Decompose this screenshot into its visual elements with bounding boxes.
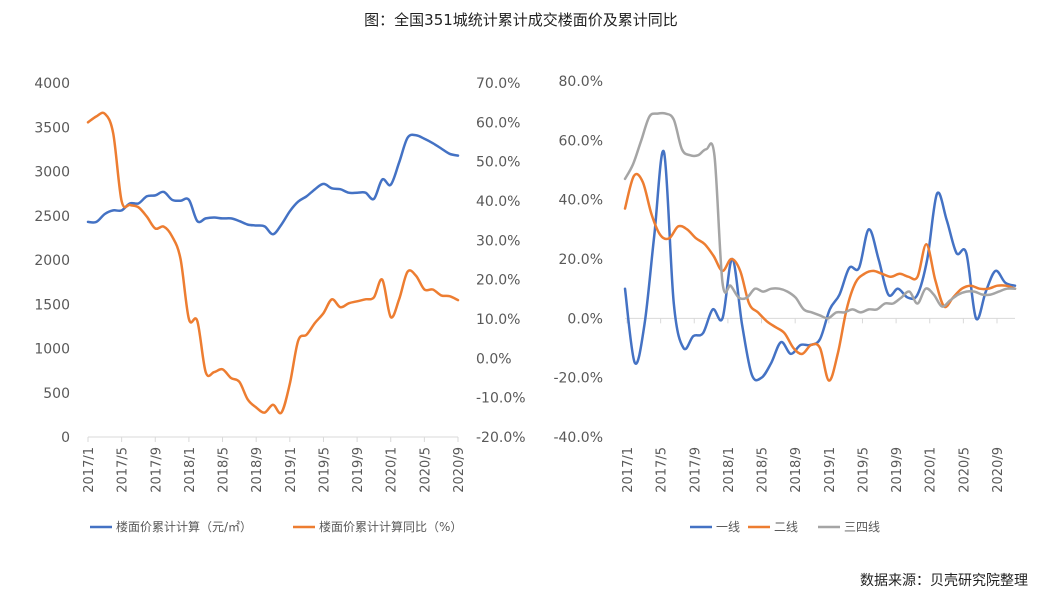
x-tick-label: 2018/9 xyxy=(250,447,265,493)
y-left-tick-label: 2000 xyxy=(34,253,70,269)
x-tick-label: 2018/1 xyxy=(722,447,737,493)
x-tick-label: 2018/5 xyxy=(756,447,771,493)
figure-title: 图：全国351城统计累计成交楼面价及累计同比 xyxy=(364,11,678,29)
source-note: 数据来源：贝壳研究院整理 xyxy=(860,573,1028,589)
y-right-tick-label: 70.0% xyxy=(476,76,520,92)
x-tick-label: 2020/9 xyxy=(991,447,1006,493)
x-tick-label: 2020/5 xyxy=(418,447,433,493)
x-tick-label: 2017/5 xyxy=(655,447,670,493)
x-tick-label: 2019/9 xyxy=(351,447,366,493)
x-tick-label: 2017/5 xyxy=(116,447,131,493)
x-tick-label: 2019/1 xyxy=(284,447,299,493)
legend-label: 二线 xyxy=(774,520,798,534)
series-line-tier34 xyxy=(623,111,1017,320)
y-left-tick-label: 1000 xyxy=(34,342,70,358)
y-right-tick-label: -10.0% xyxy=(476,391,526,407)
x-tick-label: 2018/5 xyxy=(217,447,232,493)
series-line-price xyxy=(86,133,460,236)
series-line-yoy xyxy=(86,111,460,415)
legend-label: 三四线 xyxy=(844,520,880,534)
y-right-tick-label: 40.0% xyxy=(476,194,520,210)
legend-label: 一线 xyxy=(716,520,740,534)
y-tick-label: -20.0% xyxy=(553,371,603,387)
y-right-tick-label: 20.0% xyxy=(476,273,520,289)
y-left-tick-label: 500 xyxy=(43,386,70,402)
y-tick-label: -40.0% xyxy=(553,430,603,446)
x-tick-label: 2017/1 xyxy=(82,447,97,493)
y-left-tick-label: 3500 xyxy=(34,120,70,136)
x-tick-label: 2019/9 xyxy=(890,447,905,493)
y-right-tick-label: 50.0% xyxy=(476,155,520,171)
y-tick-label: 60.0% xyxy=(559,133,603,149)
legend-label: 楼面价累计计算同比（%） xyxy=(319,519,462,534)
x-tick-label: 2018/1 xyxy=(183,447,198,493)
y-tick-label: 80.0% xyxy=(559,74,603,90)
y-left-tick-label: 2500 xyxy=(34,209,70,225)
x-tick-label: 2019/5 xyxy=(856,447,871,493)
y-right-tick-label: -20.0% xyxy=(476,430,526,446)
y-right-tick-label: 10.0% xyxy=(476,312,520,328)
y-left-tick-label: 0 xyxy=(61,430,70,446)
x-tick-label: 2020/9 xyxy=(452,447,467,493)
x-tick-label: 2019/1 xyxy=(823,447,838,493)
y-left-tick-label: 3000 xyxy=(34,165,70,181)
x-tick-label: 2020/1 xyxy=(385,447,400,493)
x-tick-label: 2020/1 xyxy=(924,447,939,493)
x-tick-label: 2019/5 xyxy=(317,447,332,493)
legend-label: 楼面价累计计算（元/㎡） xyxy=(116,519,252,534)
y-right-tick-label: 30.0% xyxy=(476,233,520,249)
y-tick-label: 40.0% xyxy=(559,193,603,209)
left-chart: 0 500 1000 1500 2000 2500 3000 3500 4000 -20.0% -1… xyxy=(34,76,526,534)
y-right-tick-label: 60.0% xyxy=(476,115,520,131)
x-tick-label: 2020/5 xyxy=(957,447,972,493)
y-left-tick-label: 4000 xyxy=(34,76,70,92)
y-left-tick-label: 1500 xyxy=(34,297,70,313)
x-tick-label: 2017/9 xyxy=(688,447,703,493)
x-tick-label: 2017/1 xyxy=(621,447,636,493)
y-right-tick-label: 0.0% xyxy=(476,351,512,367)
right-chart: -40.0% -20.0% 0.0% 20.0% 40.0% 60.0% 80.0% 2017… xyxy=(553,74,1017,534)
x-tick-label: 2018/9 xyxy=(789,447,804,493)
x-tick-label: 2017/9 xyxy=(149,447,164,493)
y-tick-label: 0.0% xyxy=(567,311,603,327)
y-tick-label: 20.0% xyxy=(559,252,603,268)
